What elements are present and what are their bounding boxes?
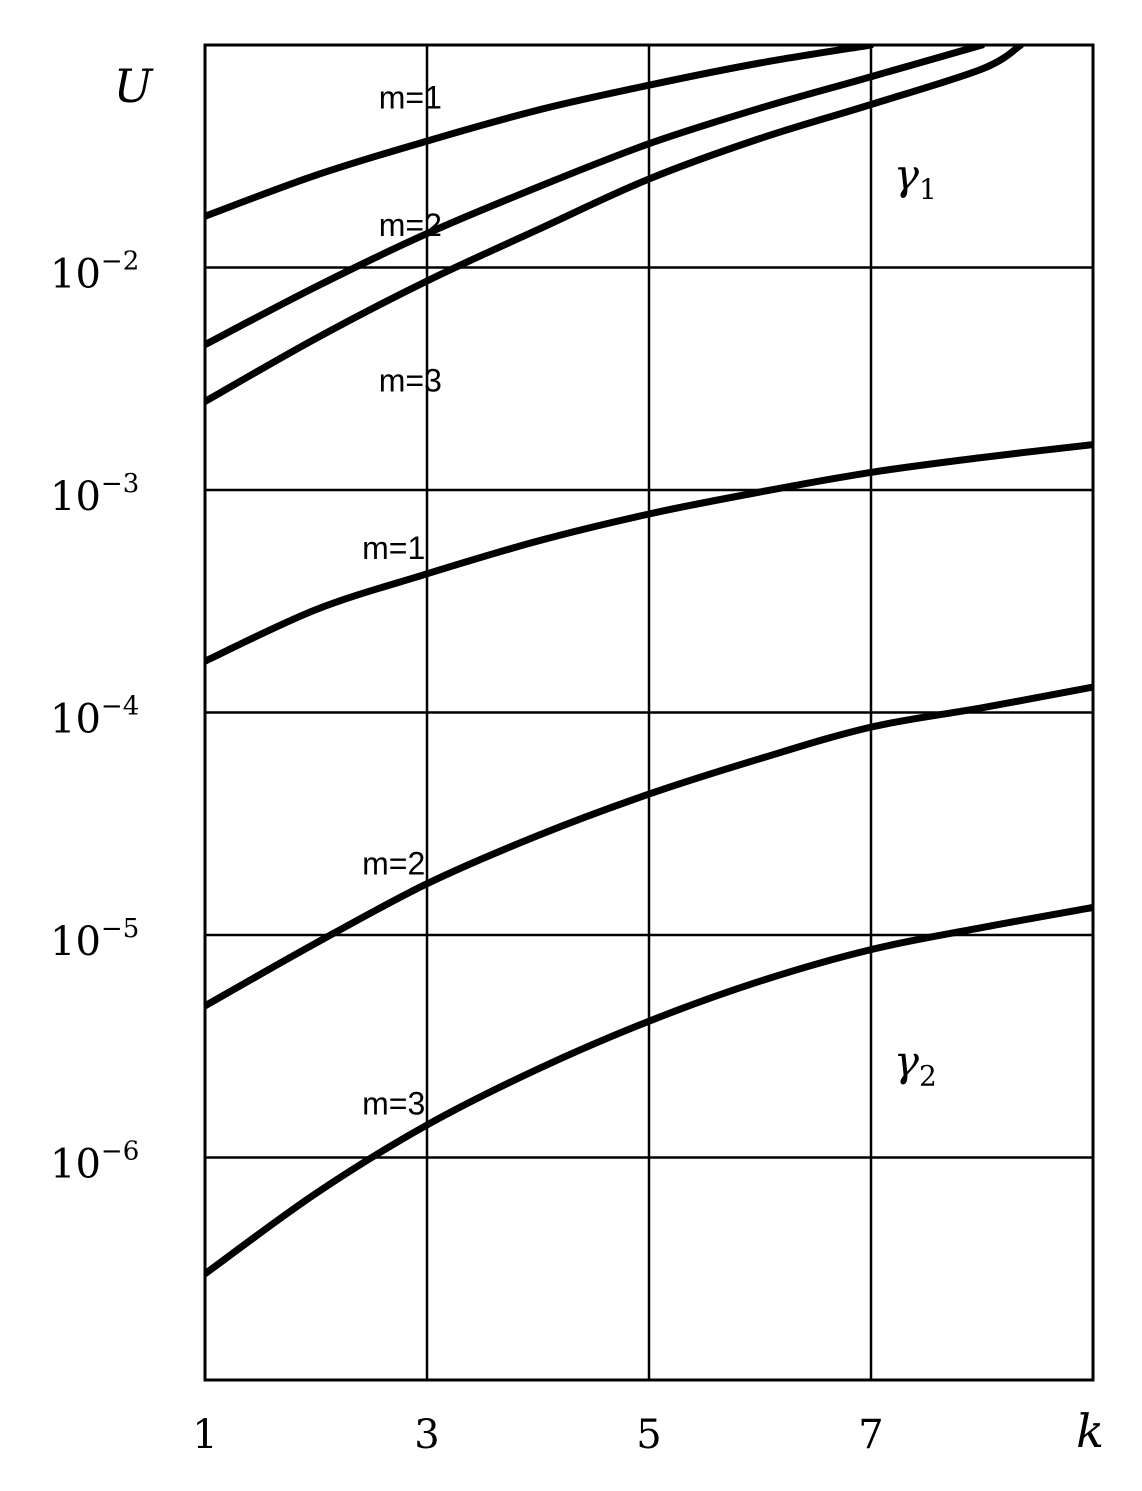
series-line-group1-m2 xyxy=(205,45,986,349)
curve-label: m=2 xyxy=(362,845,425,881)
curve-label: m=1 xyxy=(379,80,442,116)
y-tick-label: 10−3 xyxy=(50,469,139,520)
x-tick-label: 3 xyxy=(414,1412,439,1458)
y-tick-label: 10−5 xyxy=(50,914,139,965)
series-line-group1-m3 xyxy=(205,45,1025,405)
x-tick-label: 5 xyxy=(636,1412,661,1458)
curve-label: m=1 xyxy=(362,530,425,566)
group-label: γ1 xyxy=(894,150,937,206)
plot-frame xyxy=(203,43,1095,1382)
series-line-group2-m1 xyxy=(205,441,1093,665)
series-line-group2-m3 xyxy=(205,903,1093,1278)
series-line-group1-m1 xyxy=(205,45,875,220)
curve-label: m=2 xyxy=(379,207,442,243)
x-axis-label: k xyxy=(1076,1404,1104,1458)
group-label: γ2 xyxy=(894,1037,937,1093)
y-tick-label: 10−6 xyxy=(50,1137,139,1188)
x-tick-label: 7 xyxy=(858,1412,883,1458)
curve-label: m=3 xyxy=(362,1085,425,1121)
curves xyxy=(205,45,1093,1278)
y-axis-label: U xyxy=(114,59,155,113)
x-tick-label: 1 xyxy=(192,1412,217,1458)
curve-label: m=3 xyxy=(379,363,442,399)
y-tick-label: 10−4 xyxy=(50,692,139,743)
tick-labels: 1 3 5 7 10−2 10−3 10−4 10−5 10−6 xyxy=(50,247,884,1459)
curve-labels: m=1 m=2 m=3 m=1 m=2 m=3 γ1 γ2 xyxy=(362,80,937,1122)
series-line-group2-m2 xyxy=(205,683,1093,1010)
y-tick-label: 10−2 xyxy=(50,247,139,298)
